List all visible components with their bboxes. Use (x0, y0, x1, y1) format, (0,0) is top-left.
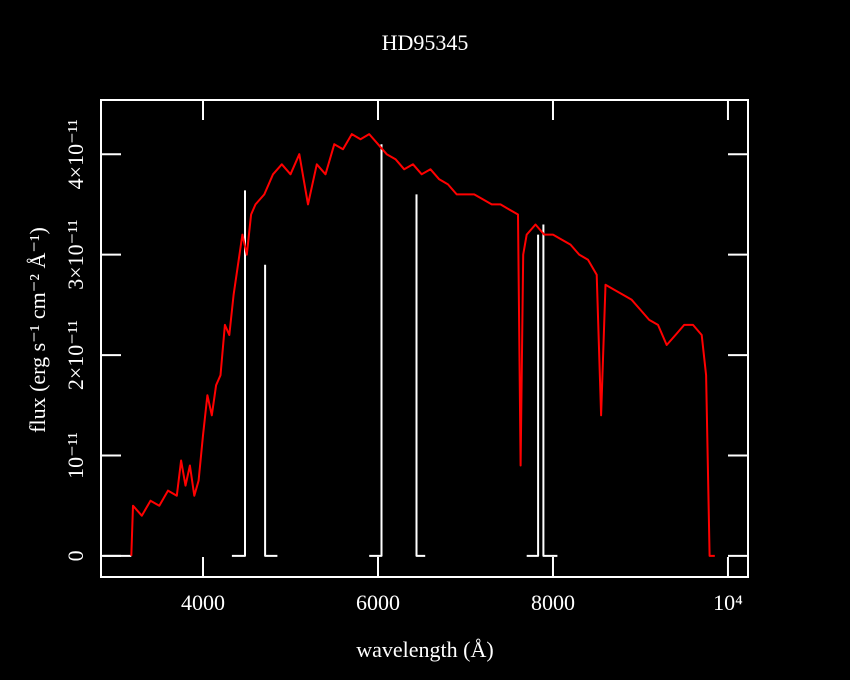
y-tick-label: 0 (63, 550, 88, 561)
y-axis-label: flux (erg s⁻¹ cm⁻² Å⁻¹) (25, 227, 50, 433)
spectrum-line (130, 133, 715, 557)
x-tick-label: 6000 (356, 590, 400, 615)
plot-frame (100, 99, 749, 578)
x-tick-label: 10⁴ (713, 590, 743, 615)
y-tick-label: 4×10⁻¹¹ (63, 119, 88, 189)
x-tick-label: 8000 (531, 590, 575, 615)
chart-title: HD95345 (382, 30, 469, 55)
y-tick-label: 2×10⁻¹¹ (63, 320, 88, 390)
y-tick-label: 10⁻¹¹ (63, 432, 88, 479)
x-axis-label: wavelength (Å) (356, 637, 493, 662)
y-tick-label: 3×10⁻¹¹ (63, 220, 88, 290)
spectrum-line (103, 144, 558, 557)
x-tick-label: 4000 (181, 590, 225, 615)
